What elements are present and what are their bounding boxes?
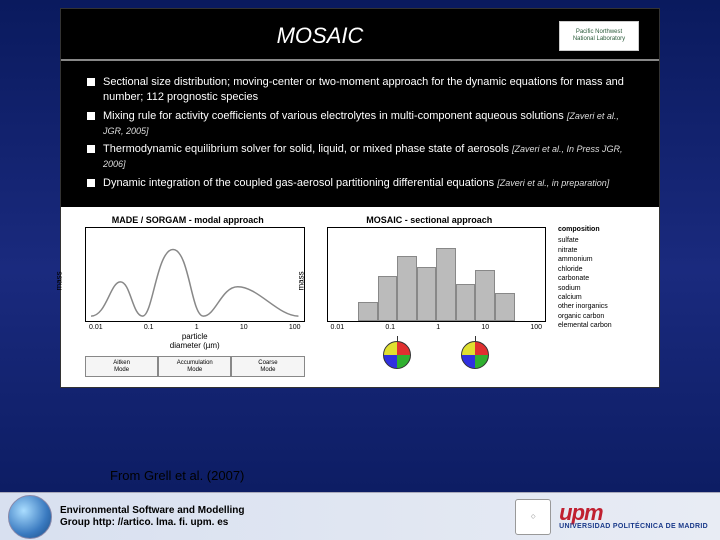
mode-boxes: AitkenMode AccumulationMode CoarseMode [85, 356, 305, 377]
upm-subtitle: UNIVERSIDAD POLITÉCNICA DE MADRID [559, 523, 708, 530]
mode-box: CoarseMode [231, 356, 304, 377]
group-info: Environmental Software and Modelling Gro… [60, 505, 244, 529]
legend-item: ammonium [558, 255, 649, 264]
legend-item: chloride [558, 265, 649, 274]
group-line1: Environmental Software and Modelling [60, 505, 244, 517]
pie-row [327, 341, 547, 369]
mode-box: AitkenMode [85, 356, 158, 377]
bullet-item: Thermodynamic equilibrium solver for sol… [87, 142, 633, 172]
legend-item: other inorganics [558, 302, 649, 311]
legend-header: composition [558, 225, 649, 234]
sectional-panel-title: MOSAIC - sectional approach [313, 215, 547, 225]
composition-legend: composition sulfatenitrateammoniumchlori… [554, 215, 649, 377]
modal-curve-svg [86, 228, 304, 321]
figure-area: MADE / SORGAM - modal approach mass 0.01… [61, 207, 659, 387]
lab-badge-line1: Pacific Northwest [576, 29, 622, 36]
inner-slide: MOSAIC Pacific Northwest National Labora… [60, 8, 660, 388]
histogram-bar [417, 267, 437, 321]
histogram-bar [378, 276, 398, 321]
sectional-ylabel: mass [296, 271, 305, 290]
histogram-bar [475, 270, 495, 321]
modal-curve-path [91, 249, 298, 316]
legend-item: carbonate [558, 274, 649, 283]
slide-title: MOSAIC [81, 23, 559, 49]
modal-panel: MADE / SORGAM - modal approach mass 0.01… [71, 215, 305, 377]
legend-item: nitrate [558, 246, 649, 255]
lab-badge-line2: National Laboratory [573, 36, 625, 43]
group-line2: Group http: //artico. lma. fi. upm. es [60, 517, 244, 529]
legend-item: sulfate [558, 236, 649, 245]
upm-block: ◇ upm UNIVERSIDAD POLITÉCNICA DE MADRID [515, 499, 720, 535]
legend-item: sodium [558, 284, 649, 293]
upm-wordmark: upm [559, 503, 602, 523]
modal-xticks: 0.01 0.1 1 10 100 [85, 322, 305, 331]
modal-xlabel: particle diameter (µm) [85, 332, 305, 350]
title-row: MOSAIC Pacific Northwest National Labora… [61, 9, 659, 61]
modal-ylabel: mass [55, 271, 64, 290]
legend-item: organic carbon [558, 312, 649, 321]
bullet-item: Dynamic integration of the coupled gas-a… [87, 176, 633, 191]
upm-shield-icon: ◇ [515, 499, 551, 535]
mode-box: AccumulationMode [158, 356, 231, 377]
sectional-xticks: 0.01 0.1 1 10 100 [327, 322, 547, 331]
modal-panel-title: MADE / SORGAM - modal approach [71, 215, 305, 225]
footer-bar: Environmental Software and Modelling Gro… [0, 492, 720, 540]
legend-item: elemental carbon [558, 321, 649, 330]
lab-badge: Pacific Northwest National Laboratory [559, 21, 639, 51]
modal-plot [85, 227, 305, 322]
globe-icon [8, 495, 52, 539]
upm-logo: upm UNIVERSIDAD POLITÉCNICA DE MADRID [559, 503, 708, 530]
histogram-bar [358, 302, 378, 321]
bullet-item: Mixing rule for activity coefficients of… [87, 109, 633, 139]
bullet-list: Sectional size distribution; moving-cent… [61, 61, 659, 207]
figure-caption: From Grell et al. (2007) [110, 468, 244, 483]
histogram-bar [397, 256, 417, 321]
bullet-item: Sectional size distribution; moving-cent… [87, 75, 633, 105]
pie-icon [383, 341, 411, 369]
pie-icon [461, 341, 489, 369]
legend-item: calcium [558, 293, 649, 302]
histogram-bar [456, 284, 476, 321]
histogram-bar [436, 248, 456, 321]
sectional-plot [327, 227, 547, 322]
sectional-panel: MOSAIC - sectional approach mass 0.01 0.… [313, 215, 547, 377]
histogram-bar [495, 293, 515, 321]
